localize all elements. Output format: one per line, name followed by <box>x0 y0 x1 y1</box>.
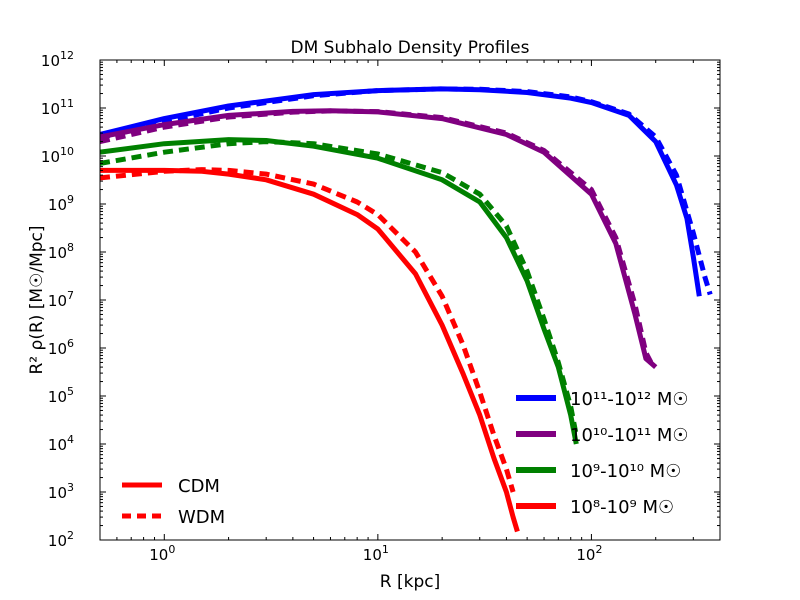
legend-mass-label: 10¹⁰-10¹¹ M☉ <box>570 425 689 446</box>
legend-mass-label: 10⁸-10⁹ M☉ <box>570 497 674 518</box>
x-axis-label: R [kpc] <box>380 572 440 592</box>
series-line <box>100 86 713 296</box>
y-tick-label: 105 <box>48 385 74 406</box>
series-line <box>100 139 579 436</box>
series-group <box>100 86 713 533</box>
y-tick-label: 109 <box>48 193 74 214</box>
plot-area <box>100 86 713 533</box>
y-tick-label: 1011 <box>41 97 74 118</box>
x-tick-label: 100 <box>149 543 175 564</box>
y-axis-label: R² ρ(R) [M☉/Mpc] <box>27 225 47 374</box>
legends: CDM WDM 10¹¹-10¹² M☉ 10¹⁰-10¹¹ M☉ 10⁹-10¹⁰ M… <box>122 389 689 528</box>
series-line <box>100 167 516 493</box>
x-tick-label: 102 <box>576 543 602 564</box>
legend-mass-label: 10⁹-10¹⁰ M☉ <box>570 461 681 482</box>
legend-label-wdm: WDM <box>178 507 225 528</box>
y-tick-label: 107 <box>48 289 74 310</box>
y-tick-label: 102 <box>48 529 74 550</box>
series-line <box>100 167 520 533</box>
x-tick-label: 101 <box>363 543 389 564</box>
chart-title: DM Subhalo Density Profiles <box>291 38 530 58</box>
y-tick-label: 103 <box>48 481 74 502</box>
series-line <box>100 137 579 445</box>
y-tick-label: 1012 <box>41 49 74 70</box>
axes: 100 101 102 102 103 104 105 106 107 108 109 1010 101… <box>41 49 721 564</box>
y-tick-label: 1010 <box>41 145 74 166</box>
legend-mass-label: 10¹¹-10¹² M☉ <box>570 389 689 410</box>
y-tick-label: 106 <box>48 337 74 358</box>
series-line <box>100 108 658 369</box>
y-tick-label: 108 <box>48 241 74 262</box>
legend-label-cdm: CDM <box>178 476 220 497</box>
y-tick-label: 104 <box>48 433 74 454</box>
series-line <box>100 108 654 364</box>
